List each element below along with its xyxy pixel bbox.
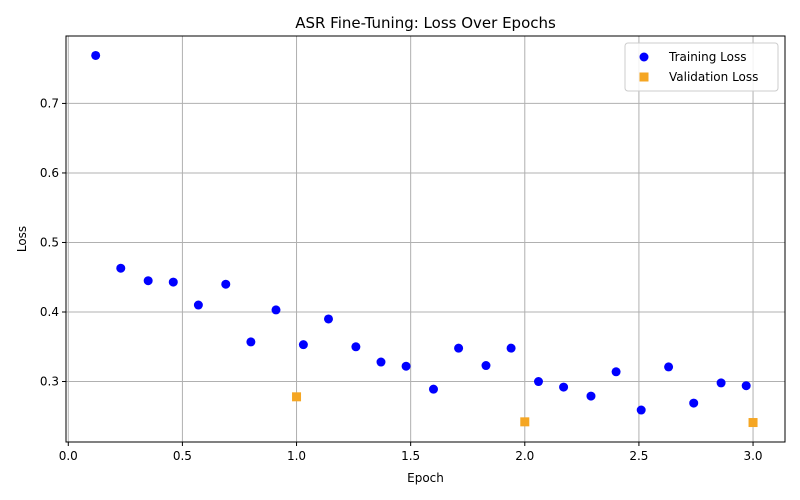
x-tick-label: 2.5 <box>629 449 648 463</box>
training-loss-point <box>716 378 726 388</box>
axis-ticks: 0.0 0.5 1.0 1.5 2.0 2.5 3.0 0.3 0.4 0.5 0.6 0.7 <box>40 96 763 463</box>
legend-box <box>624 42 779 92</box>
training-loss-point <box>246 337 256 347</box>
training-loss-point <box>168 277 178 287</box>
training-loss-point <box>454 343 464 353</box>
validation-loss-point <box>520 417 530 427</box>
training-loss-point <box>401 361 411 371</box>
legend-marker-validation-loss <box>639 72 649 82</box>
training-loss-point <box>506 343 516 353</box>
legend-label-training-loss: Training Loss <box>668 50 746 64</box>
training-loss-point <box>91 50 101 60</box>
training-loss-point <box>351 342 361 352</box>
x-tick-label: 0.0 <box>59 449 78 463</box>
y-axis-label: Loss <box>15 226 29 252</box>
training-loss-point <box>271 305 281 315</box>
training-loss-point <box>481 361 491 371</box>
training-loss-point <box>298 340 308 350</box>
validation-loss-point <box>292 392 302 402</box>
legend-marker-training-loss <box>639 52 649 62</box>
training-loss-point <box>323 314 333 324</box>
chart-title: ASR Fine-Tuning: Loss Over Epochs <box>295 14 556 32</box>
training-loss-point <box>143 276 153 286</box>
validation-loss-point <box>748 418 758 428</box>
training-loss-point <box>193 300 203 310</box>
training-loss-point <box>611 367 621 377</box>
training-loss-point <box>586 391 596 401</box>
x-tick-label: 1.5 <box>401 449 420 463</box>
training-loss-point <box>533 377 543 387</box>
plot-frame <box>65 35 786 443</box>
legend: Training Loss Validation Loss <box>624 42 779 92</box>
y-tick-label: 0.7 <box>40 96 59 110</box>
training-loss-point <box>664 362 674 372</box>
training-loss-point <box>376 357 386 367</box>
y-tick-label: 0.5 <box>40 235 59 249</box>
training-loss-point <box>559 382 569 392</box>
x-tick-label: 0.5 <box>173 449 192 463</box>
training-loss-point <box>636 405 646 415</box>
training-loss-point <box>741 381 751 391</box>
x-tick-label: 2.0 <box>515 449 534 463</box>
y-tick-label: 0.3 <box>40 375 59 389</box>
training-loss-point <box>116 263 126 273</box>
training-loss-point <box>428 384 438 394</box>
grid-lines <box>66 36 785 442</box>
x-tick-label: 1.0 <box>287 449 306 463</box>
training-loss-point <box>689 398 699 408</box>
legend-label-validation-loss: Validation Loss <box>669 70 758 84</box>
x-tick-label: 3.0 <box>743 449 762 463</box>
y-tick-label: 0.4 <box>40 305 59 319</box>
training-loss-point <box>221 279 231 289</box>
y-tick-label: 0.6 <box>40 166 59 180</box>
x-axis-label: Epoch <box>407 471 444 485</box>
data-points <box>91 50 758 428</box>
